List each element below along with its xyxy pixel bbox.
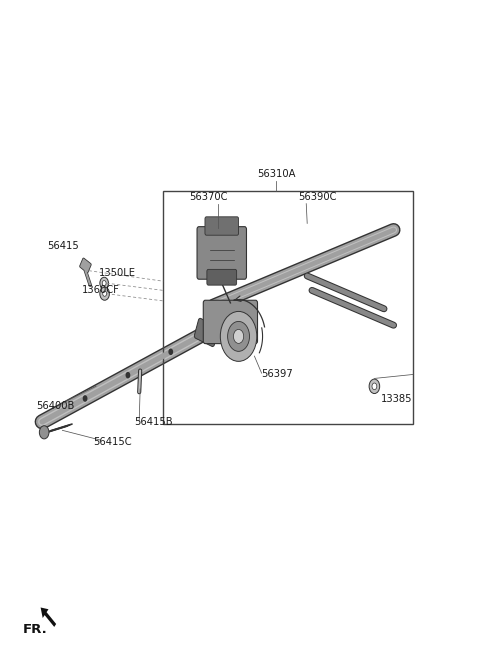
FancyBboxPatch shape bbox=[205, 217, 239, 235]
Text: 56310A: 56310A bbox=[257, 169, 295, 179]
Text: 1350LE: 1350LE bbox=[98, 267, 135, 278]
Circle shape bbox=[220, 311, 257, 361]
Text: 56390C: 56390C bbox=[299, 192, 337, 202]
Text: FR.: FR. bbox=[23, 623, 48, 636]
Text: 56415C: 56415C bbox=[94, 436, 132, 447]
FancyBboxPatch shape bbox=[80, 258, 91, 273]
FancyArrow shape bbox=[41, 608, 56, 627]
Circle shape bbox=[369, 379, 380, 394]
Circle shape bbox=[83, 396, 87, 402]
Circle shape bbox=[372, 383, 377, 390]
Text: 56400B: 56400B bbox=[36, 401, 74, 411]
FancyBboxPatch shape bbox=[204, 300, 257, 344]
Circle shape bbox=[100, 287, 109, 300]
Circle shape bbox=[103, 291, 107, 296]
Text: 1360CF: 1360CF bbox=[82, 285, 120, 296]
FancyBboxPatch shape bbox=[194, 318, 218, 347]
Circle shape bbox=[233, 329, 244, 344]
Circle shape bbox=[100, 277, 108, 289]
Bar bbox=[163, 191, 413, 424]
Text: 56415: 56415 bbox=[47, 241, 79, 251]
FancyBboxPatch shape bbox=[197, 227, 247, 279]
Circle shape bbox=[102, 281, 106, 286]
Text: 56415B: 56415B bbox=[134, 417, 173, 427]
Circle shape bbox=[39, 426, 49, 439]
Text: 13385: 13385 bbox=[381, 394, 412, 404]
Circle shape bbox=[126, 372, 130, 378]
Text: 56397: 56397 bbox=[262, 369, 293, 380]
FancyBboxPatch shape bbox=[207, 269, 237, 285]
Circle shape bbox=[168, 348, 173, 355]
Text: 56370C: 56370C bbox=[190, 192, 228, 202]
Circle shape bbox=[228, 321, 250, 351]
